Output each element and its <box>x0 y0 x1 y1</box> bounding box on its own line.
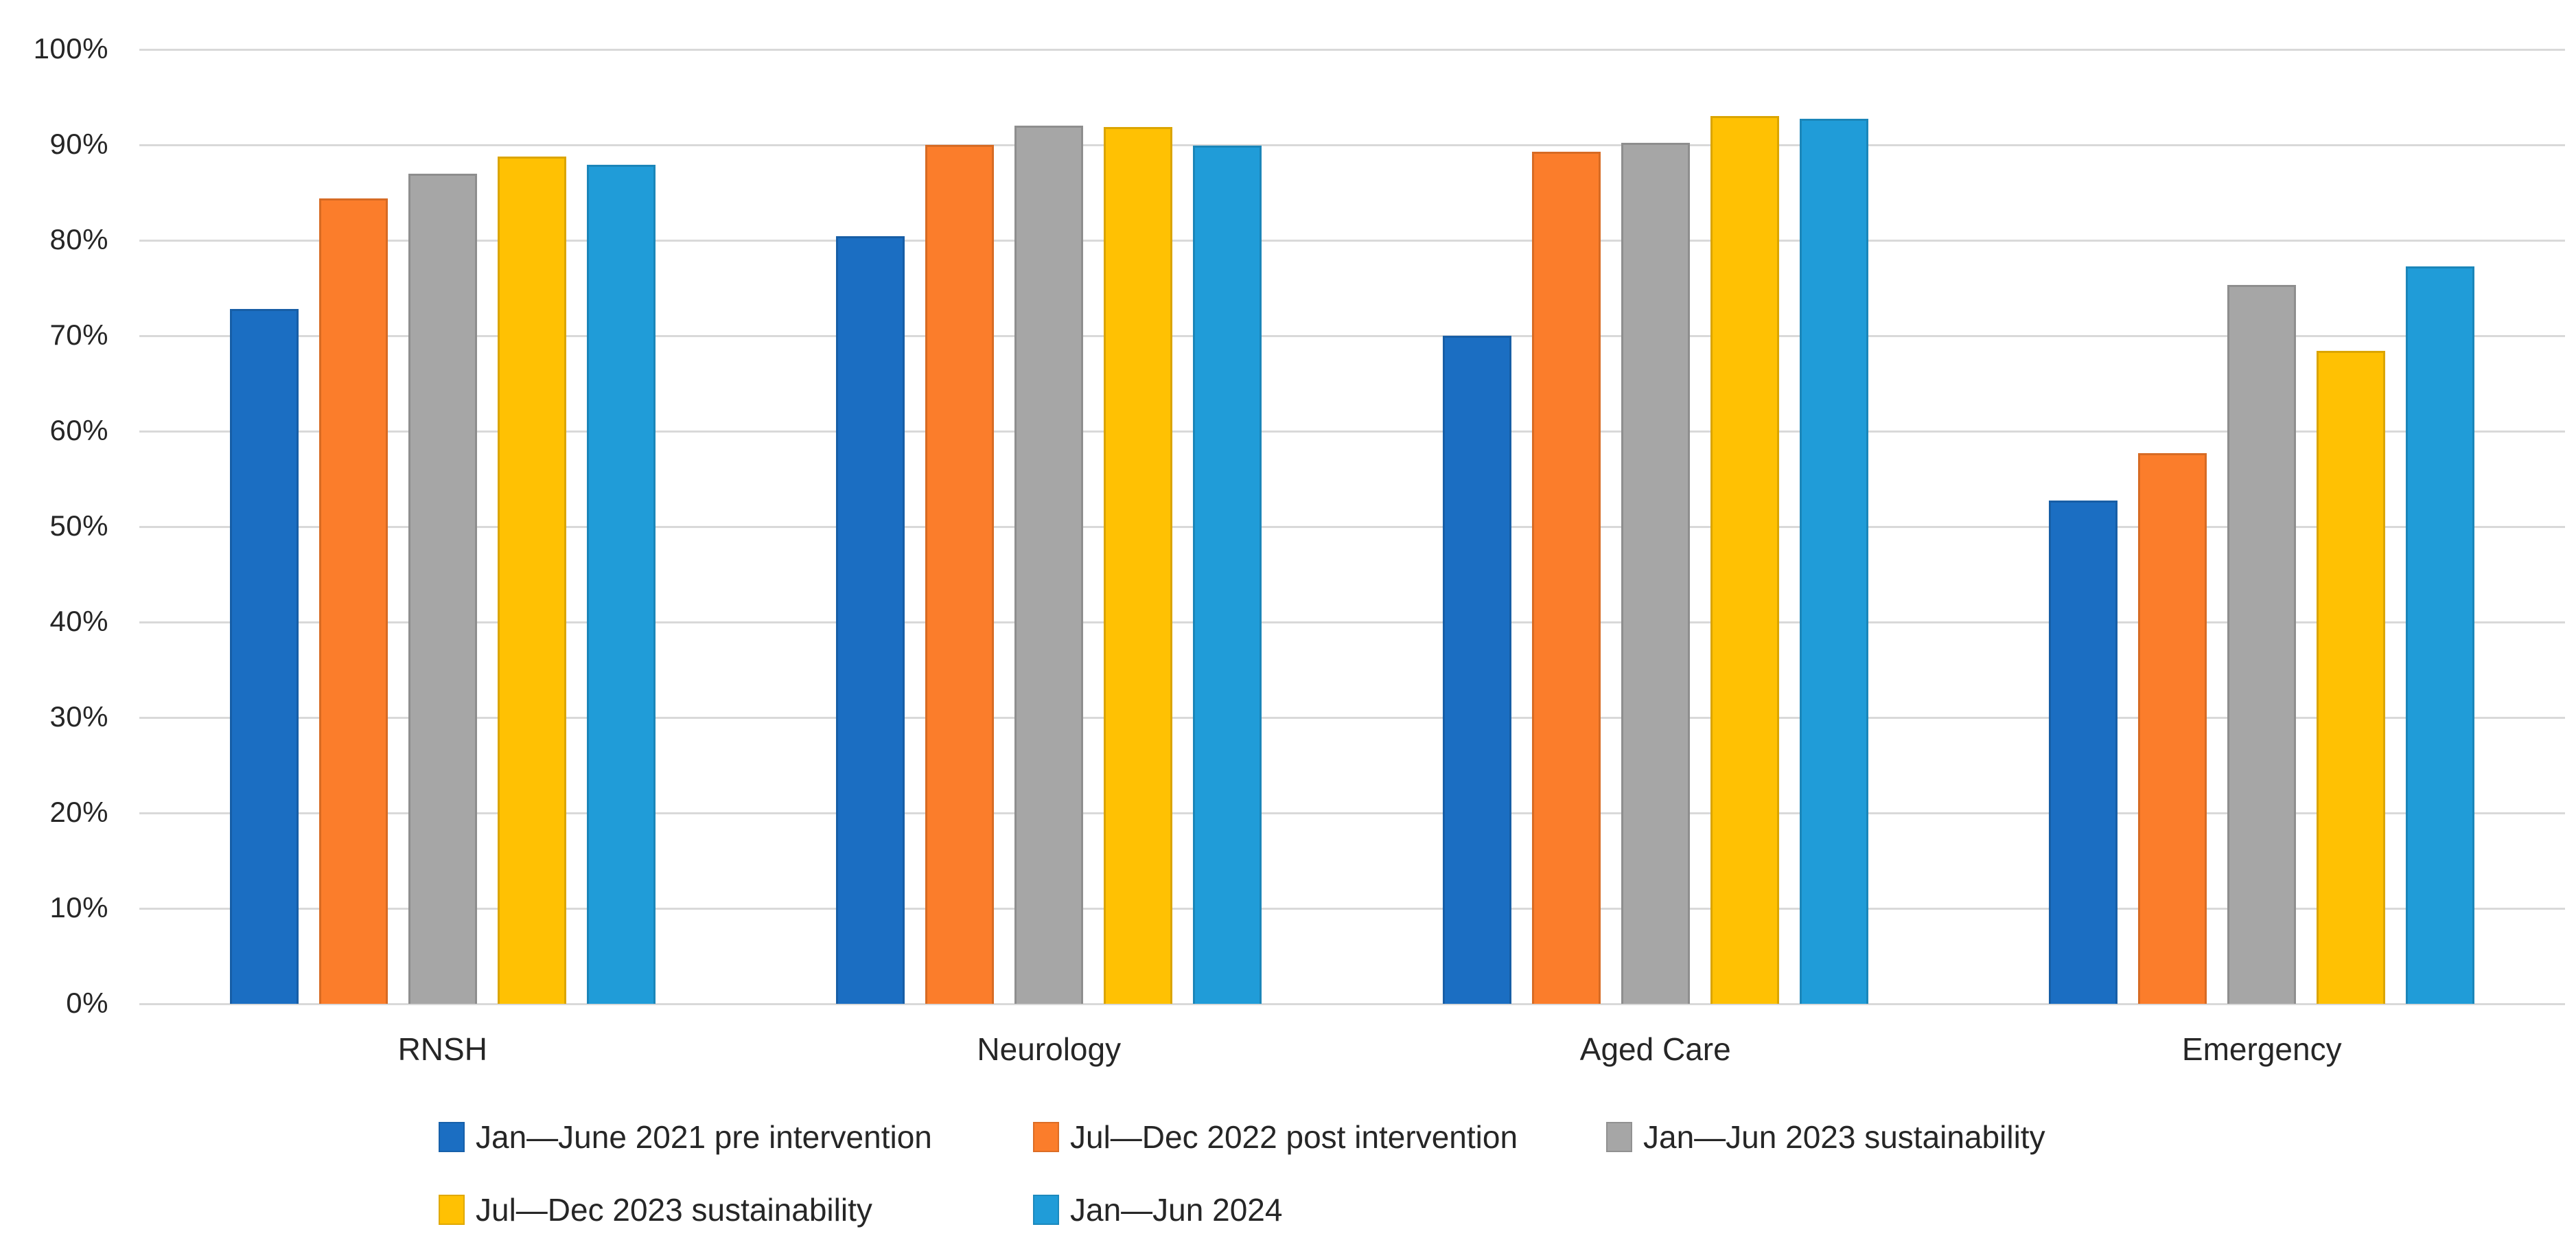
gridline <box>139 526 2565 528</box>
bar <box>836 236 905 1004</box>
y-tick-label: 40% <box>49 605 108 637</box>
legend-swatch-icon <box>439 1195 465 1225</box>
gridline <box>139 335 2565 337</box>
legend-swatch-icon <box>439 1122 465 1152</box>
y-tick-label: 30% <box>49 700 108 733</box>
category-label: Aged Care <box>1579 1031 1731 1067</box>
bar <box>1710 116 1779 1004</box>
bar-group-rnsh <box>229 49 655 1004</box>
plot-area <box>139 49 2565 1005</box>
y-tick-label: 0% <box>66 987 108 1019</box>
legend-swatch-icon <box>1606 1122 1632 1152</box>
bar <box>497 156 566 1004</box>
bar <box>1193 146 1262 1004</box>
legend-item: Jul—Dec 2023 sustainability <box>439 1191 872 1229</box>
legend-swatch-icon <box>1033 1122 1059 1152</box>
legend-swatch-icon <box>1033 1195 1059 1225</box>
bar <box>2227 285 2297 1004</box>
bar <box>408 173 477 1004</box>
category-label: Emergency <box>2181 1031 2342 1067</box>
legend-item: Jan—Jun 2023 sustainability <box>1606 1118 2045 1156</box>
y-tick-label: 50% <box>49 509 108 542</box>
bar <box>2317 351 2386 1004</box>
y-tick-label: 90% <box>49 128 108 160</box>
bar <box>318 198 388 1004</box>
bar <box>229 309 299 1004</box>
gridline <box>139 621 2565 623</box>
y-tick-label: 60% <box>49 414 108 446</box>
bar <box>2049 501 2118 1004</box>
bar <box>1531 151 1601 1004</box>
bar <box>1014 126 1084 1004</box>
category-label: Neurology <box>977 1031 1122 1067</box>
y-tick-label: 70% <box>49 319 108 351</box>
bar-group-aged-care <box>1442 49 1868 1004</box>
legend-label: Jul—Dec 2023 sustainability <box>476 1192 872 1228</box>
y-tick-label: 100% <box>33 32 108 65</box>
gridline <box>139 240 2565 242</box>
bar <box>1442 336 1511 1004</box>
gridline <box>139 812 2565 814</box>
bar <box>1104 126 1173 1004</box>
legend-item: Jan—Jun 2024 <box>1033 1191 1282 1229</box>
legend-label: Jan—Jun 2024 <box>1070 1192 1283 1228</box>
bar <box>925 145 995 1004</box>
bar <box>2138 452 2207 1004</box>
bar <box>2406 266 2475 1004</box>
bar-group-emergency <box>2049 49 2475 1004</box>
bar-group-neurology <box>836 49 1262 1004</box>
gridline <box>139 144 2565 146</box>
gridline <box>139 431 2565 433</box>
category-label: RNSH <box>397 1031 487 1067</box>
y-tick-label: 10% <box>49 891 108 923</box>
legend-label: Jan—Jun 2023 sustainability <box>1643 1119 2045 1155</box>
y-tick-label: 80% <box>49 223 108 255</box>
gridline <box>139 717 2565 719</box>
legend-item: Jan—June 2021 pre intervention <box>439 1118 932 1156</box>
legend-label: Jul—Dec 2022 post intervention <box>1070 1119 1518 1155</box>
bar <box>1621 143 1690 1004</box>
legend-item: Jul—Dec 2022 post intervention <box>1033 1118 1518 1156</box>
bar <box>586 165 655 1004</box>
gridline <box>139 49 2565 51</box>
bar <box>1799 119 1868 1004</box>
y-tick-label: 20% <box>49 796 108 828</box>
gridline <box>139 908 2565 910</box>
x-axis-line <box>139 1003 2565 1005</box>
legend-label: Jan—June 2021 pre intervention <box>476 1119 932 1155</box>
